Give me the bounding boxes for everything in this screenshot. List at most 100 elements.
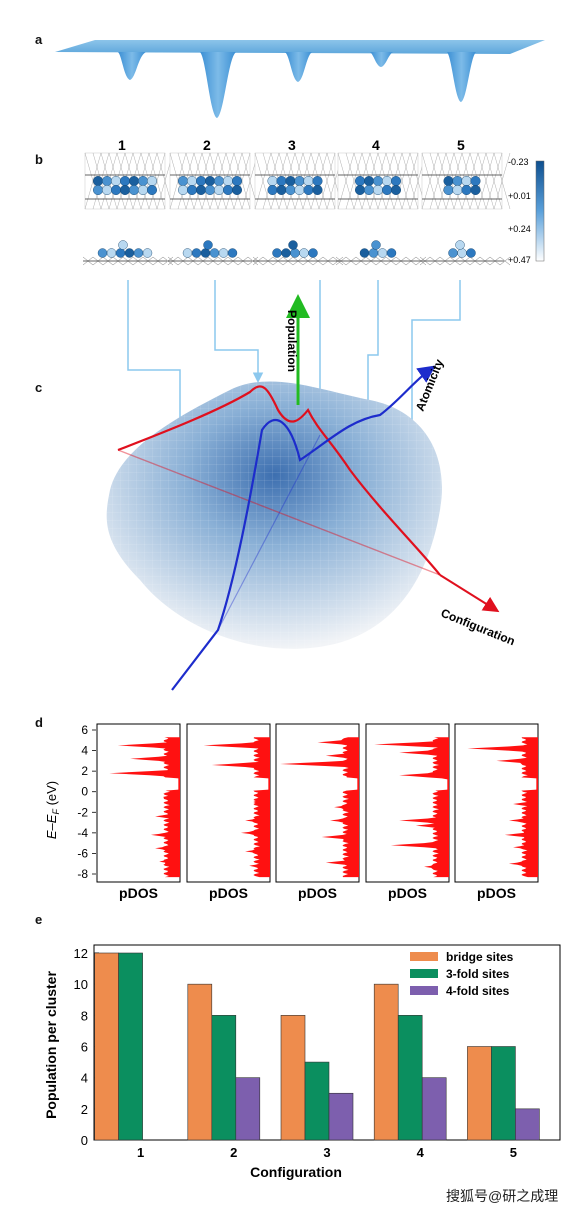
atom — [267, 185, 278, 196]
atom — [455, 240, 465, 250]
atom — [466, 248, 476, 258]
atom — [146, 185, 157, 196]
y-tick-label: 0 — [81, 1133, 88, 1148]
atom — [218, 248, 229, 258]
y-tick-label: 8 — [81, 1008, 88, 1023]
cluster-side-view-4 — [335, 240, 427, 266]
x-tick-label: 3 — [323, 1145, 330, 1160]
well-5 — [447, 52, 476, 102]
cluster-number-5: 5 — [457, 137, 465, 153]
x-tick-label: 4 — [417, 1145, 425, 1160]
atom — [373, 176, 384, 187]
atom — [448, 248, 458, 258]
cluster-side-view-3 — [252, 240, 344, 266]
pdos-plot-5: pDOS — [454, 723, 539, 901]
pdos-fill — [467, 737, 538, 878]
pdos-fill — [280, 737, 359, 878]
bar-3-fold-sites-5 — [491, 1046, 516, 1141]
atom — [146, 176, 157, 187]
atom — [308, 248, 318, 258]
cluster-number-2: 2 — [203, 137, 211, 153]
population-label: Population — [285, 310, 299, 372]
atom — [267, 176, 278, 187]
atom — [200, 248, 211, 258]
atom — [142, 248, 153, 258]
bar-bridge-sites-3 — [280, 1015, 306, 1141]
atom — [227, 248, 238, 258]
atom — [92, 176, 103, 187]
atom — [294, 185, 305, 196]
atom — [97, 248, 108, 258]
x-tick-label: 2 — [230, 1145, 237, 1160]
pdos-ytick: 6 — [81, 723, 88, 737]
pdos-yticks: 6 4 2 0 -2 -4 -6 -8 — [77, 723, 96, 881]
pdos-ylabel: E–EF (eV) — [44, 781, 61, 839]
atom — [231, 185, 242, 196]
atom — [137, 176, 148, 187]
bar-bridge-sites-5 — [467, 1046, 492, 1141]
atom — [186, 176, 197, 187]
atom — [443, 185, 454, 196]
pdos-ytick: 2 — [81, 764, 88, 778]
pdos-ytick: -6 — [77, 846, 88, 860]
pdos-ytick: -4 — [77, 826, 88, 840]
atom — [133, 248, 144, 258]
atom — [299, 248, 309, 258]
bar-3-fold-sites-2 — [211, 1015, 237, 1141]
atom — [177, 176, 188, 187]
svg-text:E–EF (eV): E–EF (eV) — [44, 781, 61, 839]
atom — [373, 185, 384, 196]
atom — [290, 248, 300, 258]
well-4 — [370, 52, 393, 67]
cluster-number-1: 1 — [118, 137, 126, 153]
bar-bridge-sites-4 — [373, 983, 399, 1141]
configuration-profile — [117, 385, 441, 576]
atom — [285, 185, 296, 196]
atom — [209, 248, 220, 258]
colorbar-tick-2: +0.01 — [508, 191, 531, 201]
pdos-xlabel: pDOS — [388, 885, 427, 901]
atom — [288, 240, 298, 250]
y-tick-label: 10 — [74, 977, 88, 992]
atom — [222, 176, 233, 187]
atom — [303, 185, 314, 196]
atom — [276, 185, 287, 196]
panel-a-letter: a — [35, 32, 43, 47]
atom — [281, 248, 291, 258]
atom — [110, 176, 121, 187]
cluster-number-4: 4 — [372, 137, 380, 153]
landscape-3d: Population Atomicity Configuration — [106, 280, 517, 691]
y-tick-label: 4 — [81, 1071, 88, 1086]
bar-bridge-sites-1 — [94, 952, 119, 1141]
colorbar — [535, 160, 545, 262]
atom — [303, 176, 314, 187]
cluster-side-view-2 — [167, 240, 259, 266]
pdos-ytick: 0 — [81, 785, 88, 799]
atom — [457, 248, 467, 258]
atom — [128, 176, 139, 187]
configuration-axis-line — [117, 449, 441, 576]
pdos-xlabel: pDOS — [209, 885, 248, 901]
configuration-label: Configuration — [439, 606, 517, 648]
colorbar-tick-4: +0.47 — [508, 255, 531, 265]
atomicity-label: Atomicity — [413, 357, 447, 413]
panel-e-letter: e — [35, 912, 43, 927]
legend-label: 4-fold sites — [446, 984, 510, 998]
sheet-surface — [55, 40, 545, 54]
configuration-axis-arrow — [439, 574, 500, 613]
atom — [312, 176, 323, 187]
atom — [195, 185, 206, 196]
pdos-panel: E–EF (eV) 6 4 2 0 -2 -4 -6 -8 pDOS pDOS pDOS pDOS p… — [44, 723, 539, 901]
well-3 — [285, 52, 312, 82]
x-tick-label: 1 — [137, 1145, 144, 1160]
atom — [443, 176, 454, 187]
pdos-plot-1: pDOS — [96, 723, 181, 901]
atom — [119, 185, 130, 196]
well-2 — [200, 52, 236, 118]
cluster-side-view-1 — [82, 240, 174, 266]
atomicity-profile — [171, 365, 436, 691]
x-tick-label: 5 — [510, 1145, 517, 1160]
pdos-ytick: -8 — [77, 867, 88, 881]
cluster-top-view-2 — [169, 152, 259, 210]
